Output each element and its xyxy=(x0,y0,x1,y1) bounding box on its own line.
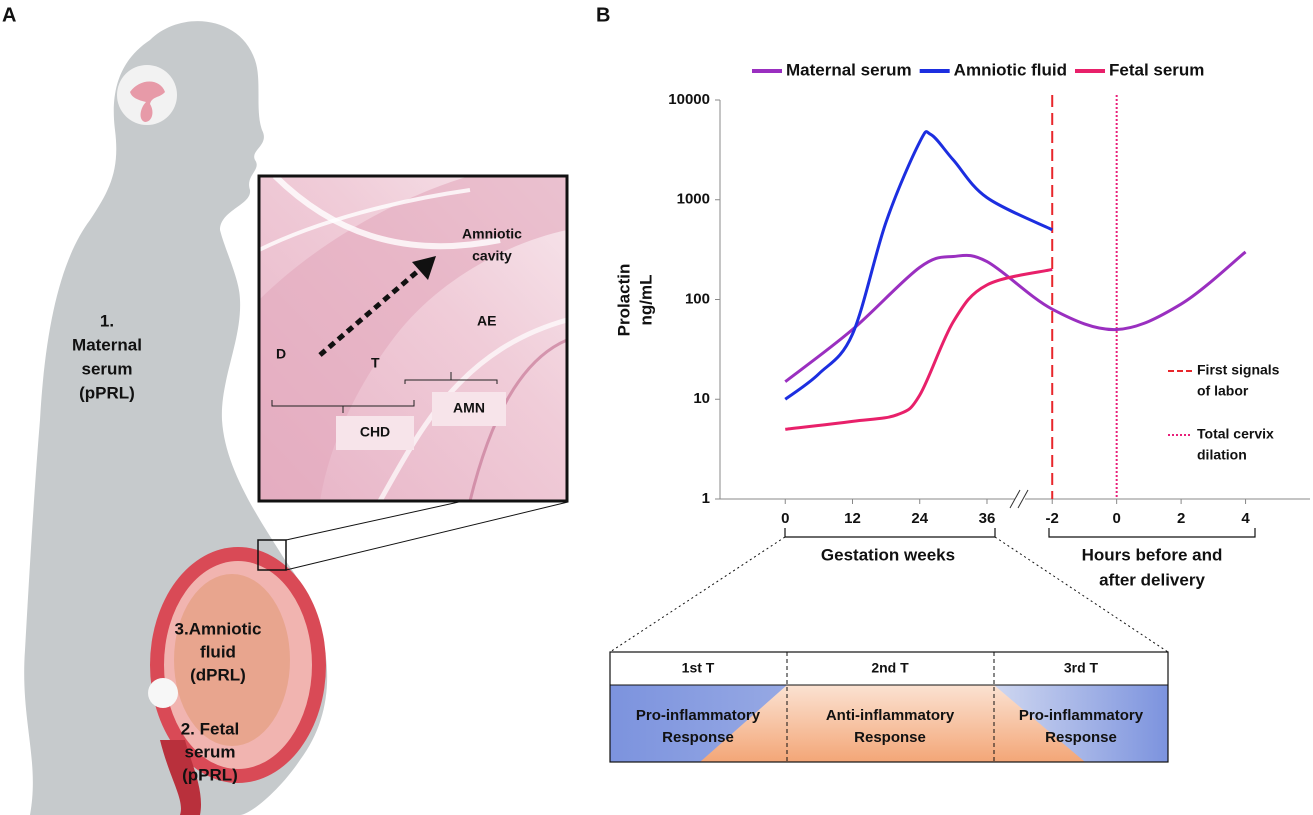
x-tick-label: 0 xyxy=(1112,510,1120,527)
series-line xyxy=(784,250,1247,383)
y-label-line: Prolactin xyxy=(614,264,633,337)
x-tick-label: 4 xyxy=(1241,510,1250,527)
bracket xyxy=(1048,528,1256,538)
ae-label: AE xyxy=(477,313,496,329)
legend-label: Maternal serum xyxy=(786,60,912,79)
uterus xyxy=(150,547,326,815)
annotation-label: Total cervix xyxy=(1197,426,1274,442)
trimester-box xyxy=(609,536,1169,763)
fetal-label: (pPRL) xyxy=(182,765,238,784)
d-label: D xyxy=(276,346,286,362)
annotation-label: dilation xyxy=(1197,447,1247,463)
amn-label: AMN xyxy=(453,400,485,416)
series-line xyxy=(785,268,1053,431)
maternal-label: serum xyxy=(81,359,132,378)
hours-label: after delivery xyxy=(1099,570,1205,589)
hours-label: Hours before and xyxy=(1082,545,1223,564)
trimester-name: 1st T xyxy=(682,660,715,676)
chd-label: CHD xyxy=(360,424,390,440)
x-tick-label: 24 xyxy=(911,510,928,527)
x-tick-label: -2 xyxy=(1046,510,1059,527)
fetal-label: 2. Fetal xyxy=(181,719,240,738)
maternal-label: Maternal xyxy=(72,335,142,354)
annotation-label: of labor xyxy=(1197,383,1249,399)
zoom-line xyxy=(285,501,569,571)
y-tick-label: 1 xyxy=(702,490,710,507)
trimester-response: Anti-inflammatory xyxy=(826,707,955,724)
trimester-response: Pro-inflammatory xyxy=(1019,707,1144,724)
t-label: T xyxy=(371,355,380,371)
y-tick-label: 10000 xyxy=(668,91,710,108)
amniotic-label: fluid xyxy=(200,642,236,661)
trimester-response: Response xyxy=(662,729,734,746)
y-label-line: ng/mL xyxy=(636,275,655,326)
maternal-label: (pPRL) xyxy=(79,383,135,402)
axis-break xyxy=(1009,489,1029,509)
x-tick-label: 0 xyxy=(781,510,789,527)
y-tick-label: 1000 xyxy=(677,191,710,208)
zoom-box xyxy=(257,539,287,571)
x-tick-label: 12 xyxy=(844,510,861,527)
y-label: Prolactin ng/mL xyxy=(614,264,655,337)
trimester-response: Pro-inflammatory xyxy=(636,707,761,724)
y-tick-label: 10 xyxy=(693,390,710,407)
panel-label: B xyxy=(596,4,610,26)
bracket xyxy=(784,528,996,538)
fetal-label: serum xyxy=(184,742,235,761)
micrograph xyxy=(257,173,569,503)
series-line xyxy=(784,130,1053,401)
fetal-pituitary xyxy=(148,678,178,708)
y-tick-label: 100 xyxy=(685,290,710,307)
legend-label: Fetal serum xyxy=(1109,60,1204,79)
amniotic-label: (dPRL) xyxy=(190,665,246,684)
cavity-label: cavity xyxy=(472,248,512,264)
trimester-response: Response xyxy=(854,729,926,746)
legend-label: Amniotic fluid xyxy=(954,60,1067,79)
maternal-label: 1. xyxy=(100,311,114,330)
gestation-label: Gestation weeks xyxy=(821,545,955,564)
trimester-name: 2nd T xyxy=(871,660,909,676)
trimester-response: Response xyxy=(1045,729,1117,746)
x-tick-label: 2 xyxy=(1177,510,1185,527)
annotation-label: First signals xyxy=(1197,362,1280,378)
panel-label: A xyxy=(2,4,16,26)
amniotic-label: 3.Amniotic xyxy=(175,619,262,638)
x-tick-label: 36 xyxy=(979,510,996,527)
cavity-label: Amniotic xyxy=(462,226,522,242)
pituitary xyxy=(130,81,165,122)
trimester-name: 3rd T xyxy=(1064,660,1099,676)
